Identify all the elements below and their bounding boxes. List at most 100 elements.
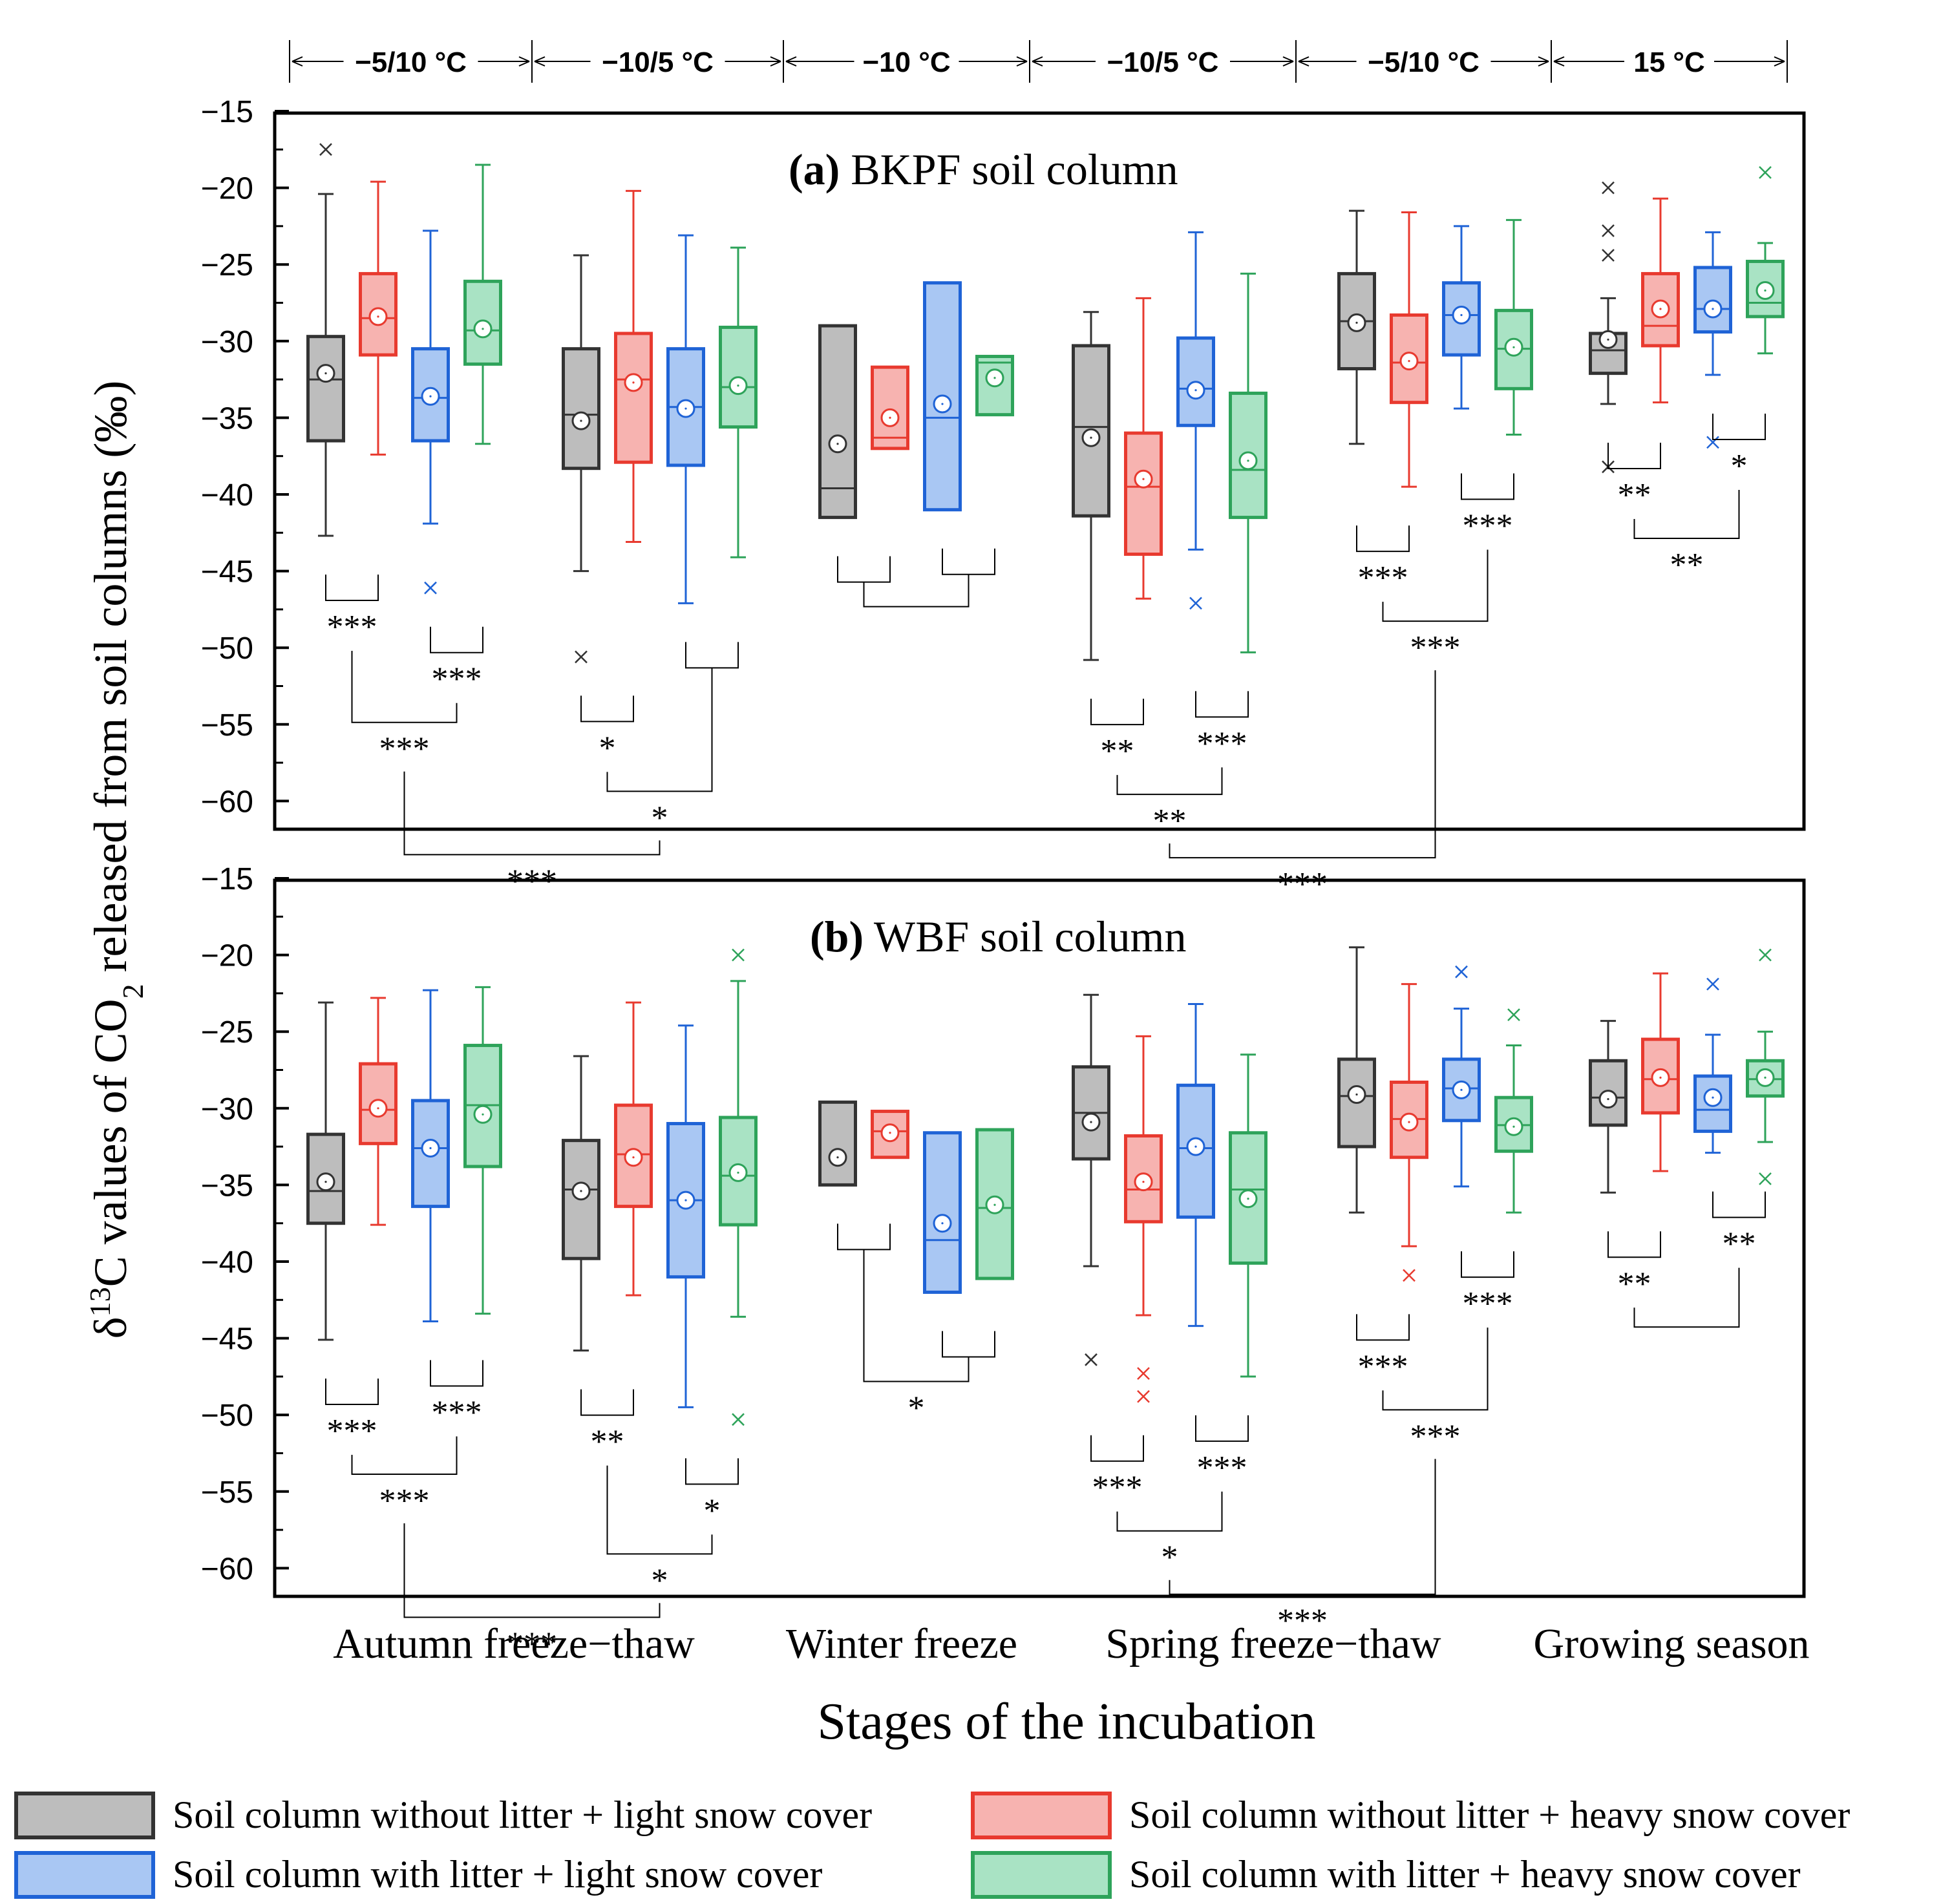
significance-stars: *** bbox=[327, 1413, 377, 1450]
box-mean-dot bbox=[1712, 1096, 1714, 1099]
box-mean-dot bbox=[1460, 1088, 1463, 1091]
y-tick-label: −20 bbox=[201, 172, 253, 206]
significance-bracket bbox=[1461, 473, 1514, 500]
box-outlier bbox=[1759, 948, 1772, 962]
box-mean-dot bbox=[1512, 1125, 1515, 1128]
significance-bracket bbox=[430, 1360, 483, 1387]
box-outlier bbox=[1759, 165, 1772, 179]
temp-label: −10/5 °C bbox=[602, 47, 714, 78]
box-outlier bbox=[1602, 249, 1615, 262]
significance-group-stars: ** bbox=[1153, 803, 1187, 840]
panel-b-frame bbox=[273, 878, 1806, 1598]
stage-label-spring: Spring freeze−thaw bbox=[1105, 1620, 1441, 1667]
panel-b-title-bold: (b) bbox=[810, 912, 864, 961]
box-outlier bbox=[319, 143, 332, 156]
box-iqr bbox=[818, 324, 857, 520]
temp-arrowhead-right bbox=[1538, 56, 1549, 67]
legend-label: Soil column without litter + heavy snow … bbox=[1129, 1793, 1850, 1836]
box-mean-dot bbox=[1712, 308, 1714, 310]
panel-b: (b) WBF soil column −15 −20 −25 −30 −35 −40 −4… bbox=[201, 862, 1806, 1662]
panel-a-title-bold: (a) bbox=[789, 145, 840, 194]
significance-group-bracket bbox=[863, 574, 970, 608]
box-mean-dot bbox=[1355, 321, 1358, 324]
y-tick-label: −50 bbox=[201, 631, 253, 666]
significance-stars: *** bbox=[1197, 1450, 1247, 1486]
temp-arrowhead-right bbox=[1016, 56, 1028, 67]
temp-label: 15 °C bbox=[1633, 47, 1705, 78]
y-tick-label: −60 bbox=[201, 785, 253, 819]
y-label-mid: C values of CO bbox=[85, 999, 136, 1287]
significance-bracket bbox=[1090, 1435, 1144, 1462]
box-outlier bbox=[1189, 597, 1202, 610]
significance-stars: * bbox=[1731, 448, 1748, 485]
significance-top-stars: *** bbox=[1277, 1603, 1328, 1640]
legend-swatch bbox=[971, 1851, 1112, 1899]
box-outlier bbox=[1602, 224, 1615, 237]
y-tick-label: −45 bbox=[201, 1322, 253, 1357]
box-outlier bbox=[732, 1413, 745, 1426]
temp-label: −5/10 °C bbox=[355, 47, 467, 78]
panel-a-title-rest: BKPF soil column bbox=[840, 145, 1178, 194]
box-iqr bbox=[614, 332, 653, 464]
significance-stars: *** bbox=[1463, 507, 1513, 544]
box-mean-dot bbox=[1764, 1076, 1766, 1079]
legend-label: Soil column with litter + heavy snow cov… bbox=[1129, 1853, 1801, 1896]
temp-arrowhead-left bbox=[1032, 56, 1043, 67]
significance-bracket bbox=[1461, 1251, 1514, 1278]
legend-label: Soil column with litter + light snow cov… bbox=[173, 1853, 822, 1896]
box-outlier bbox=[1137, 1367, 1150, 1380]
y-label-delta: δ bbox=[85, 1317, 136, 1338]
significance-group-stars: * bbox=[908, 1390, 925, 1426]
significance-stars: * bbox=[599, 730, 616, 767]
box-iqr bbox=[1124, 431, 1163, 556]
box-mean-dot bbox=[377, 315, 379, 318]
box-iqr bbox=[1746, 259, 1785, 319]
legend-label: Soil column without litter + light snow … bbox=[173, 1793, 872, 1836]
box-mean-dot bbox=[993, 377, 996, 379]
box-mean-dot bbox=[684, 407, 687, 410]
temp-label: −10/5 °C bbox=[1107, 47, 1219, 78]
significance-stars: ** bbox=[591, 1424, 624, 1461]
panel-a: (a) BKPF soil column −15 −20 −25 −30 −35 −40 −… bbox=[201, 95, 1806, 903]
box-outlier bbox=[1455, 965, 1468, 978]
box-mean-dot bbox=[1194, 389, 1197, 392]
significance-group-stars: *** bbox=[379, 1483, 430, 1519]
y-tick-label: −45 bbox=[201, 555, 253, 589]
box-mean-dot bbox=[1247, 460, 1249, 462]
y-axis-label: δ13C values of CO2 released from soil co… bbox=[83, 381, 149, 1339]
stage-label-autumn: Autumn freeze−thaw bbox=[333, 1620, 695, 1667]
box-outlier bbox=[1403, 1269, 1416, 1282]
temp-arrowhead-left bbox=[292, 56, 303, 67]
significance-top-bracket bbox=[1169, 1459, 1436, 1595]
box-mean-dot bbox=[1659, 308, 1662, 310]
significance-stars: *** bbox=[1463, 1285, 1513, 1322]
significance-bracket bbox=[1090, 699, 1144, 726]
box-mean-dot bbox=[836, 443, 839, 445]
significance-stars: *** bbox=[432, 661, 482, 698]
significance-bracket bbox=[580, 1389, 634, 1416]
temp-arrowhead-left bbox=[1553, 56, 1565, 67]
significance-group-bracket bbox=[351, 1436, 458, 1475]
box-mean-dot bbox=[324, 372, 327, 375]
significance-group-bracket bbox=[1116, 1491, 1223, 1532]
significance-bracket bbox=[325, 1378, 379, 1405]
significance-group-stars: * bbox=[1161, 1539, 1178, 1576]
significance-bracket bbox=[685, 1458, 739, 1485]
significance-bracket bbox=[1712, 413, 1766, 440]
significance-bracket bbox=[1195, 691, 1249, 718]
significance-top-bracket bbox=[1169, 670, 1436, 859]
panel-a-title: (a) BKPF soil column bbox=[789, 145, 1178, 194]
significance-stars: ** bbox=[1723, 1226, 1756, 1263]
significance-top-bracket bbox=[403, 1523, 661, 1618]
significance-group-bracket bbox=[1633, 489, 1740, 540]
y-tick-label: −50 bbox=[201, 1399, 253, 1433]
significance-bracket bbox=[325, 575, 379, 602]
temperature-header: −5/10 °C −10/5 °C −10 °C −10/5 °C −5/10 °C 15… bbox=[289, 40, 1788, 83]
y-tick-label: −35 bbox=[201, 401, 253, 436]
temp-arrowhead-right bbox=[770, 56, 781, 67]
significance-bracket bbox=[1356, 1314, 1410, 1341]
box-mean-dot bbox=[1408, 360, 1410, 363]
x-axis-label: Stages of the incubation bbox=[818, 1693, 1316, 1750]
significance-group-bracket bbox=[1382, 1328, 1489, 1411]
